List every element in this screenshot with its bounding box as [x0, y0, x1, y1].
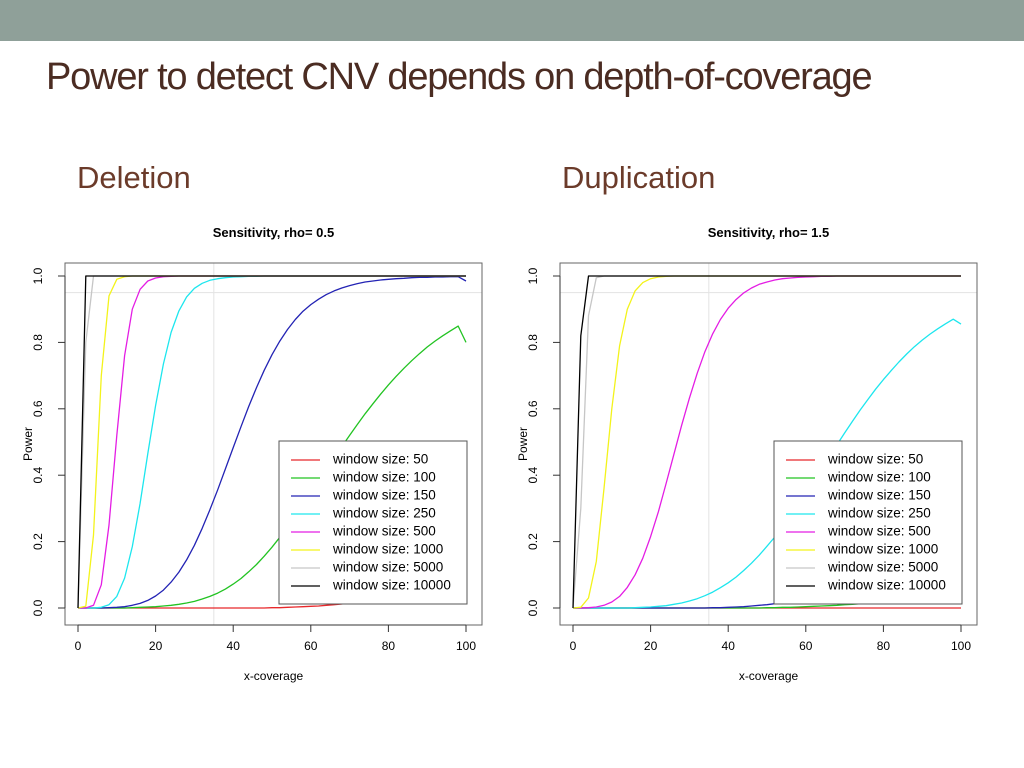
x-tick-label: 0: [75, 639, 82, 653]
deletion-sensitivity-chart: Sensitivity, rho= 0.5 0 20 40 60 80 100 x-cover…: [21, 225, 483, 683]
y-axis-label: Power: [21, 427, 35, 461]
legend-entry-3: window size: 250: [827, 506, 931, 521]
x-tick-label: 20: [644, 639, 658, 653]
y-tick-label: 0.0: [31, 599, 45, 616]
legend-entry-3: window size: 250: [332, 506, 436, 521]
legend-entry-1: window size: 100: [332, 470, 436, 485]
x-axis-label: x-coverage: [739, 669, 799, 683]
series-line-7: [77, 275, 466, 609]
x-tick-label: 20: [149, 639, 163, 653]
legend-entry-2: window size: 150: [332, 488, 436, 503]
x-tick-label: 0: [570, 639, 577, 653]
y-tick-label: 0.4: [31, 467, 45, 484]
series-line-2: [78, 276, 467, 609]
y-tick-label: 0.4: [526, 467, 540, 484]
deletion-panel-label: Deletion: [77, 160, 191, 195]
legend-entry-5: window size: 1000: [332, 542, 443, 557]
duplication-panel-label: Duplication: [562, 160, 716, 195]
legend-entry-7: window size: 10000: [827, 578, 946, 593]
legend-entry-1: window size: 100: [827, 470, 931, 485]
x-tick-label: 80: [877, 639, 891, 653]
y-tick-label: 1.0: [526, 267, 540, 284]
x-axis-label: x-coverage: [244, 669, 304, 683]
legend-entry-0: window size: 50: [827, 452, 923, 467]
x-tick-label: 40: [722, 639, 736, 653]
y-tick-label: 0.6: [526, 400, 540, 417]
y-axis-label: Power: [516, 427, 530, 461]
top-band: [0, 0, 1024, 41]
x-tick-label: 60: [799, 639, 813, 653]
series-line-7: [572, 275, 961, 609]
chart-title: Sensitivity, rho= 0.5: [213, 225, 335, 240]
y-tick-label: 0.2: [526, 533, 540, 550]
y-tick-label: 1.0: [31, 267, 45, 284]
x-tick-label: 40: [227, 639, 241, 653]
y-tick-label: 0.2: [31, 533, 45, 550]
x-tick-label: 100: [456, 639, 476, 653]
legend-entry-7: window size: 10000: [332, 578, 451, 593]
x-tick-label: 100: [951, 639, 971, 653]
duplication-sensitivity-chart: Sensitivity, rho= 1.5 0 20 40 60 80 100 x-cover…: [516, 225, 978, 683]
legend-entry-4: window size: 500: [332, 524, 436, 539]
x-tick-label: 80: [382, 639, 396, 653]
series-line-1: [78, 325, 467, 609]
legend-entry-6: window size: 5000: [332, 560, 443, 575]
legend-entry-4: window size: 500: [827, 524, 931, 539]
chart-title: Sensitivity, rho= 1.5: [708, 225, 830, 240]
y-tick-label: 0.0: [526, 599, 540, 616]
y-tick-label: 0.8: [31, 334, 45, 351]
y-tick-label: 0.8: [526, 334, 540, 351]
legend-box: [278, 440, 468, 605]
slide-title: Power to detect CNV depends on depth-of-…: [46, 56, 873, 98]
legend-entry-5: window size: 1000: [827, 542, 938, 557]
legend-entry-6: window size: 5000: [827, 560, 938, 575]
legend-entry-0: window size: 50: [332, 452, 428, 467]
x-tick-label: 60: [304, 639, 318, 653]
y-tick-label: 0.6: [31, 400, 45, 417]
series-line-3: [573, 318, 962, 609]
legend-box: [773, 440, 963, 605]
legend-entry-2: window size: 150: [827, 488, 931, 503]
